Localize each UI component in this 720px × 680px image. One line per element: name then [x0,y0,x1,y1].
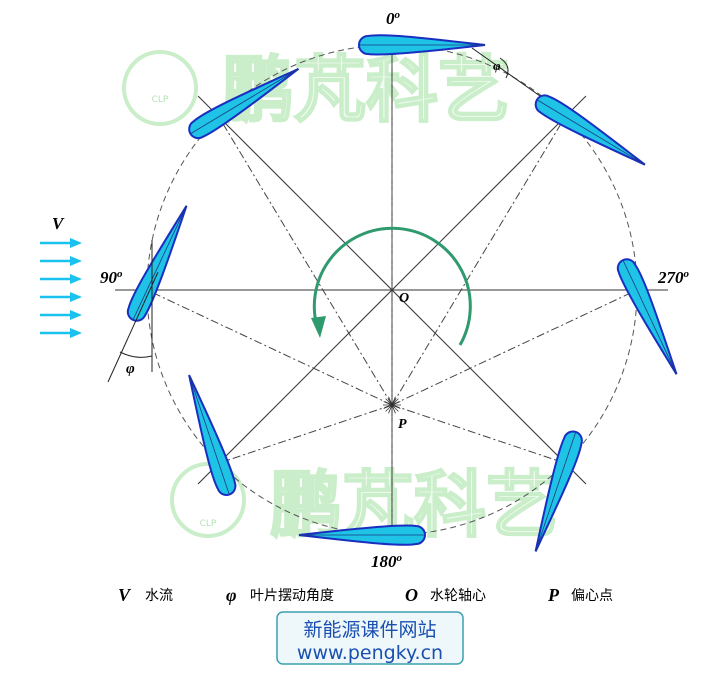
blade [188,374,237,496]
legend-symbol: V [118,585,132,605]
blade-chord [623,260,677,375]
phi-arc [119,351,153,358]
legend-symbol: P [547,585,560,605]
flow-arrow-head [70,310,82,320]
blade-chord [188,374,230,494]
blade-body [126,205,188,322]
arrow-head [311,316,326,338]
angle-label: 90o [100,268,123,287]
blade-chord [535,432,576,552]
flow-arrow-head [70,256,82,266]
legend-text: 偏心点 [571,588,613,604]
eccentric-label: P [398,417,407,432]
blade [188,67,300,140]
watermarks: CLP 鹏芃科艺 CLP 鹏芃科艺 [122,47,559,548]
legend: V 水流 φ 叶片摆动角度 O 水轮轴心 P 偏心点 [118,585,613,605]
blade-chord [537,99,646,166]
phi-arc [499,57,509,79]
eccentric-link [391,289,638,406]
legend-text: 水流 [145,588,173,604]
badge-text: CLP [200,519,217,529]
badge [122,50,198,126]
blade [534,430,583,552]
angle-label: 180o [371,552,403,571]
blade [534,94,646,166]
blade-chord [133,205,187,320]
legend-text: 水轮轴心 [430,588,486,604]
badge-text: CLP [152,95,169,105]
phi-ref [471,47,541,97]
phi-label: φ [493,58,501,73]
footer-title: 新能源课件网站 [303,619,436,641]
blade-body [188,374,237,496]
flow-label: V [52,214,65,233]
blade [298,524,426,546]
flow-arrow-head [70,274,82,284]
eccentric-link [218,116,393,406]
blade-body [534,430,583,552]
blade [616,258,678,375]
phi-label: φ [126,361,135,377]
blade [358,34,486,56]
legend-text: 叶片摆动角度 [250,588,334,604]
flow-arrow-head [70,238,82,248]
badge [170,462,246,538]
flow-arrow-head [70,328,82,338]
angle-label: 270o [657,268,690,287]
center-label: O [399,291,409,306]
angle-labels: 0o 90o 180o 270o [100,9,690,571]
rotation-arrow [312,226,472,346]
legend-symbol: φ [226,585,237,605]
eccentric-link [391,116,566,406]
flow-arrow-head [70,292,82,302]
blade [126,205,188,322]
angle-label: 0o [386,9,401,28]
legend-symbol: O [405,585,418,605]
eccentric-link [391,404,566,464]
blade-body [534,94,646,166]
footer-url[interactable]: www.pengky.cn [297,642,443,664]
phi-ref [107,271,159,383]
blade-body [188,67,300,140]
geometry [40,34,678,552]
watermark: 鹏芃科艺 [222,48,510,132]
eccentric-link [146,289,393,406]
blade-chord [191,68,299,134]
blade-body [616,258,678,375]
footer-box [276,611,464,665]
pivot-mark [383,401,401,409]
eccentric-link [218,404,393,464]
